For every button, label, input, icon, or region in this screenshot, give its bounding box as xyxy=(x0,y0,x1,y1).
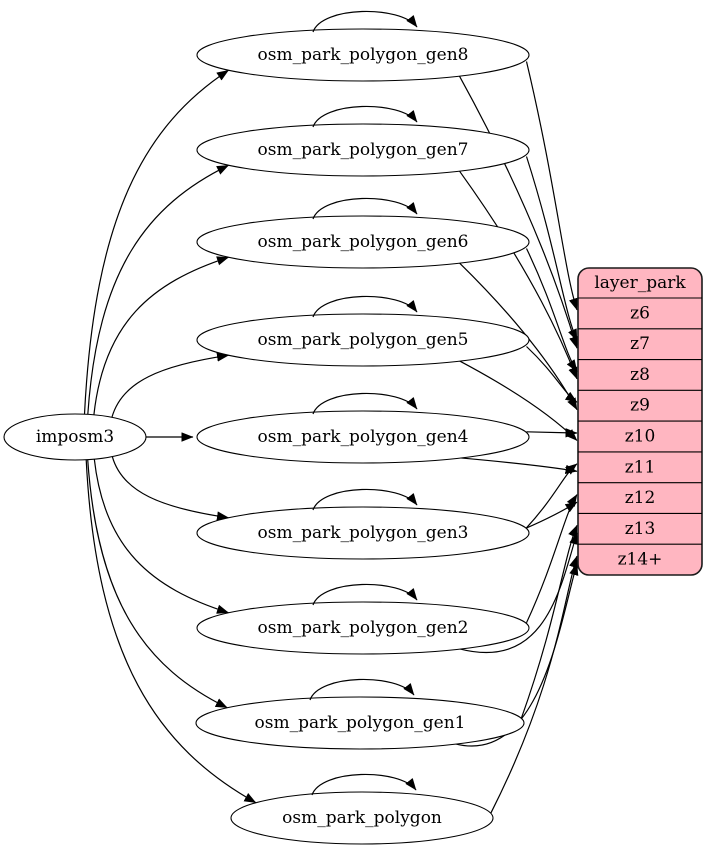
layer-park-row-z9: z9 xyxy=(630,396,650,416)
edge-gen8-z7 xyxy=(458,75,579,349)
layer-park-row-z8: z8 xyxy=(630,365,650,385)
self-loop-gen4 xyxy=(312,392,418,415)
edge-gen5-z9 xyxy=(526,346,578,403)
node-label-gen7: osm_park_polygon_gen7 xyxy=(258,140,469,160)
edge-imposm3-gen6 xyxy=(93,256,229,415)
edge-imposm3-gen2 xyxy=(93,459,229,614)
table-node-osm_park_polygon_gen7: osm_park_polygon_gen7 xyxy=(196,123,530,177)
node-ellipse-imposm3 xyxy=(3,413,147,461)
edge-imposm3-gen8 xyxy=(83,69,229,415)
node-label-gen2: osm_park_polygon_gen2 xyxy=(258,618,469,638)
self-loop-gen8 xyxy=(312,10,418,33)
table-node-osm_park_polygon_gen1: osm_park_polygon_gen1 xyxy=(195,696,525,750)
edge-gen4-z11 xyxy=(459,457,578,475)
table-node-osm_park_polygon_gen5: osm_park_polygon_gen5 xyxy=(196,313,530,367)
edge-imposm3-plain xyxy=(85,459,257,804)
layer-park-table: layer_park z6 z7 z8 z9 z10 z11 z12 z13 z14+ xyxy=(577,267,703,576)
self-loop-plain xyxy=(311,773,417,796)
node-label-gen1: osm_park_polygon_gen1 xyxy=(255,713,466,733)
node-label-gen3: osm_park_polygon_gen3 xyxy=(258,523,469,543)
node-ellipse-gen6 xyxy=(196,215,530,269)
self-loop-gen5 xyxy=(312,295,418,318)
edge-imposm3-gen1 xyxy=(87,459,228,709)
self-loop-gen7 xyxy=(312,105,418,128)
table-node-osm_park_polygon_gen8: osm_park_polygon_gen8 xyxy=(196,28,530,82)
self-loop-gen3 xyxy=(312,488,418,511)
node-label-plain: osm_park_polygon xyxy=(282,808,442,828)
self-loop-gen6 xyxy=(312,197,418,220)
edge-gen4-z10 xyxy=(526,428,578,438)
edge-gen1-z13 xyxy=(520,524,578,719)
edge-gen8-z6 xyxy=(525,61,578,311)
edge-plain-z14+ xyxy=(490,555,579,814)
edge-imposm3-gen7 xyxy=(87,164,229,415)
node-label-imposm3: imposm3 xyxy=(36,427,114,447)
node-ellipse-gen2 xyxy=(196,601,530,655)
node-ellipse-gen5 xyxy=(196,313,530,367)
edge-gen2-z12 xyxy=(525,494,578,624)
layer-park-row-z12: z12 xyxy=(625,488,656,508)
node-label-gen5: osm_park_polygon_gen5 xyxy=(258,330,469,350)
node-ellipse-gen3 xyxy=(196,506,530,560)
layer-park-row-z14+: z14+ xyxy=(618,550,663,570)
edge-gen2-z13 xyxy=(459,532,579,654)
edge-gen7-z7 xyxy=(525,156,578,342)
edge-gen3-z11 xyxy=(526,463,578,529)
table-node-osm_park_polygon: osm_park_polygon xyxy=(230,791,494,845)
node-ellipse-gen8 xyxy=(196,28,530,82)
edge-gen6-z8 xyxy=(525,248,578,372)
self-loop-gen2 xyxy=(312,583,418,606)
node-ellipse-plain xyxy=(230,791,494,845)
node-label-gen4: osm_park_polygon_gen4 xyxy=(258,427,469,447)
edge-imposm3-gen5 xyxy=(111,352,229,418)
layer-park-row-z13: z13 xyxy=(625,519,656,539)
node-label-gen6: osm_park_polygon_gen6 xyxy=(258,232,469,252)
edge-gen1-z14+ xyxy=(454,563,579,747)
table-node-osm_park_polygon_gen4: osm_park_polygon_gen4 xyxy=(196,410,530,464)
node-ellipse-gen1 xyxy=(195,696,525,750)
layer-park-title: layer_park xyxy=(594,273,686,293)
edges-layer xyxy=(83,61,579,814)
layer-park-row-z10: z10 xyxy=(625,427,656,447)
table-node-osm_park_polygon_gen6: osm_park_polygon_gen6 xyxy=(196,215,530,269)
layer-park-row-z7: z7 xyxy=(630,334,650,354)
layer-park-row-z6: z6 xyxy=(630,303,650,323)
layer-park-row-z11: z11 xyxy=(625,457,656,477)
node-ellipse-gen7 xyxy=(196,123,530,177)
self-loop-gen1 xyxy=(309,678,415,701)
node-ellipse-gen4 xyxy=(196,410,530,464)
source-node-imposm3: imposm3 xyxy=(3,413,147,461)
edge-imposm3-gen3 xyxy=(111,456,229,521)
node-label-gen8: osm_park_polygon_gen8 xyxy=(258,45,469,65)
table-node-osm_park_polygon_gen3: osm_park_polygon_gen3 xyxy=(196,506,530,560)
table-node-osm_park_polygon_gen2: osm_park_polygon_gen2 xyxy=(196,601,530,655)
